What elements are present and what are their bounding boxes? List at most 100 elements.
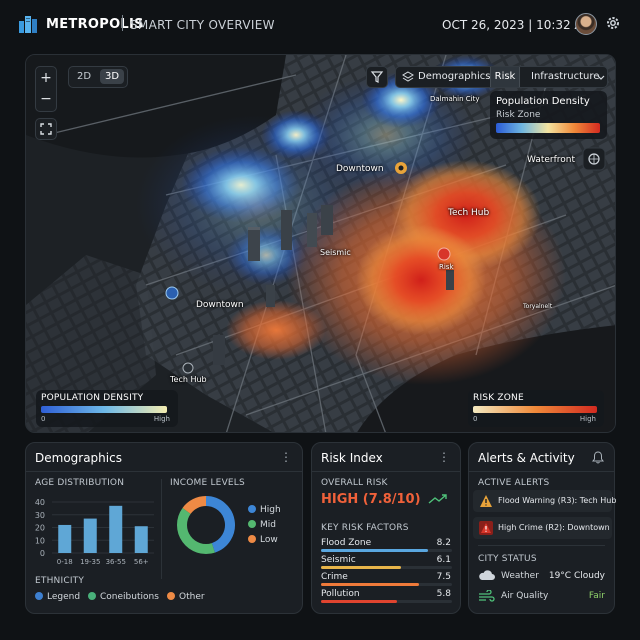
- income-legend-low: Low: [248, 535, 281, 550]
- income-legend-high: High: [248, 505, 281, 520]
- tab-demographics[interactable]: Demographics: [418, 71, 491, 82]
- settings-gear-icon[interactable]: [605, 15, 621, 35]
- city-logo-icon: [18, 15, 40, 37]
- view-2d-button[interactable]: 2D: [77, 71, 92, 82]
- alert-item[interactable]: High Crime (R2): Downtown: [473, 517, 612, 539]
- risk-legend-title: RISK ZONE: [473, 393, 524, 403]
- bell-icon[interactable]: [592, 451, 604, 464]
- active-alerts-title: ACTIVE ALERTS: [478, 478, 550, 488]
- risk-factor-bar: [321, 583, 452, 586]
- map-pin-icon[interactable]: [165, 286, 179, 300]
- legend-popover-gradient: [496, 123, 600, 133]
- age-distribution-chart: 0 10 20 30 40 0-18 19-35 36-55 56+: [35, 498, 154, 566]
- risk-factor-value: 8.2: [436, 538, 451, 548]
- ethnicity-legend-3: Other: [167, 592, 205, 602]
- income-mid-swatch: [248, 520, 256, 528]
- city-map[interactable]: + − 2D 3D Demographics Risk Infrastructu…: [25, 54, 616, 433]
- fullscreen-icon: [40, 123, 52, 135]
- map-label-downtown-west: Downtown: [196, 300, 244, 310]
- header-divider: [122, 15, 123, 31]
- trend-up-icon: [428, 494, 447, 504]
- ethnicity-legend-2: Coneibutions: [88, 592, 159, 602]
- risk-factor-label: Crime: [321, 572, 348, 582]
- map-label-seismic: Seismic: [320, 248, 351, 257]
- risk-factor-value: 5.8: [436, 589, 451, 599]
- panel-divider: [469, 471, 614, 472]
- map-label-risk: Risk: [439, 263, 454, 271]
- legend-popover-subtitle: Risk Zone: [496, 110, 541, 120]
- view-3d-button[interactable]: 3D: [100, 69, 125, 84]
- age-bar[interactable]: [109, 505, 123, 553]
- cloud-icon: [479, 570, 495, 580]
- income-slice-low[interactable]: [182, 496, 207, 515]
- legend-popover-title: Population Density: [496, 96, 590, 107]
- user-avatar[interactable]: [575, 13, 597, 35]
- risk-factor-fill: [321, 549, 429, 552]
- air-quality-label: Air Quality: [501, 591, 549, 601]
- risk-factor-fill: [321, 566, 401, 569]
- y-tick-label: 0: [40, 549, 45, 558]
- tab-risk[interactable]: Risk: [490, 67, 520, 87]
- filter-button[interactable]: [366, 66, 388, 88]
- x-tick-label: 0-18: [57, 558, 73, 566]
- income-slice-high[interactable]: [205, 496, 235, 553]
- age-bar[interactable]: [58, 524, 72, 553]
- age-bar[interactable]: [134, 526, 148, 553]
- y-tick-label: 10: [35, 536, 45, 545]
- warning-icon: [480, 495, 492, 507]
- map-pin-icon[interactable]: [437, 247, 451, 261]
- population-legend-min: 0: [41, 415, 46, 423]
- page-subtitle: SMART CITY OVERVIEW: [130, 18, 275, 32]
- map-label-waterfront: Waterfront: [527, 155, 576, 165]
- map-pin-icon[interactable]: [182, 362, 194, 374]
- current-datetime: OCT 26, 2023 | 10:32 AM: [442, 18, 594, 32]
- map-label-tech-hub-south: Tech Hub: [170, 375, 207, 384]
- risk-index-panel: Risk Index ⋮ OVERALL RISK HIGH (7.8/10) …: [311, 442, 461, 614]
- key-risk-factors-title: KEY RISK FACTORS: [321, 523, 409, 533]
- section-divider: [478, 545, 605, 546]
- building-towers: [213, 205, 454, 365]
- risk-factor-fill: [321, 600, 397, 603]
- income-legend: High Mid Low: [248, 505, 281, 550]
- chevron-down-icon[interactable]: [597, 75, 605, 81]
- map-label-toryalnelt: Toryalnelt: [523, 303, 553, 310]
- map-legend-popover: Population Density Risk Zone: [490, 91, 607, 139]
- population-density-legend: POPULATION DENSITY 0 High: [36, 390, 178, 427]
- demographics-title: Demographics: [35, 451, 122, 465]
- age-bar[interactable]: [83, 518, 97, 553]
- risk-factor-bar: [321, 600, 452, 603]
- risk-legend-gradient: [473, 406, 597, 413]
- alert-item[interactable]: Flood Warning (R3): Tech Hub: [473, 490, 616, 512]
- income-slice-mid[interactable]: [177, 507, 215, 554]
- demographics-more-icon[interactable]: ⋮: [280, 450, 292, 464]
- overall-risk-label: OVERALL RISK: [321, 478, 388, 488]
- panel-divider: [26, 471, 302, 472]
- risk-more-icon[interactable]: ⋮: [438, 450, 450, 464]
- compass-button[interactable]: [582, 147, 606, 171]
- x-tick-label: 36-55: [106, 558, 126, 566]
- income-high-swatch: [248, 505, 256, 513]
- population-legend-max: High: [153, 415, 170, 423]
- income-low-swatch: [248, 535, 256, 543]
- zoom-out-button[interactable]: −: [40, 91, 52, 107]
- map-pin-icon[interactable]: [395, 162, 407, 174]
- panel-divider: [312, 471, 460, 472]
- risk-zone-legend: RISK ZONE 0 High: [468, 390, 604, 427]
- map-canvas[interactable]: [26, 55, 616, 433]
- section-divider: [161, 479, 162, 579]
- risk-factor-label: Pollution: [321, 589, 360, 599]
- fullscreen-button[interactable]: [35, 118, 57, 140]
- weather-label: Weather: [501, 571, 539, 581]
- risk-factor-value: 6.1: [436, 555, 451, 565]
- risk-index-title: Risk Index: [321, 451, 383, 465]
- demographics-panel: Demographics ⋮ AGE DISTRIBUTION 0 10 20 30 4…: [25, 442, 303, 614]
- risk-factor-value: 7.5: [436, 572, 451, 582]
- zoom-control: + −: [35, 66, 57, 112]
- population-legend-gradient: [41, 406, 167, 413]
- risk-factor-fill: [321, 583, 420, 586]
- tab-infrastructure[interactable]: Infrastructure: [531, 71, 600, 82]
- y-tick-label: 20: [35, 524, 45, 533]
- danger-icon: [479, 521, 493, 535]
- zoom-in-button[interactable]: +: [40, 70, 52, 86]
- alert-text: Flood Warning (R3): Tech Hub: [498, 496, 617, 505]
